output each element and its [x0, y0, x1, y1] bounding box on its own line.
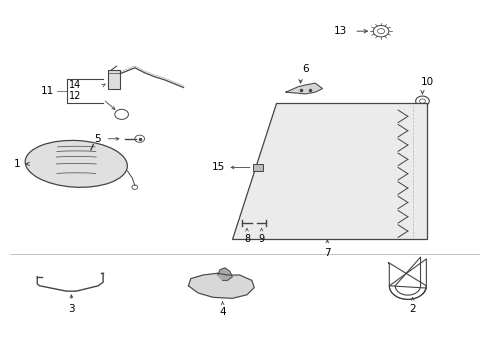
Text: 4: 4: [219, 307, 225, 317]
Text: 10: 10: [420, 77, 433, 87]
Text: 12: 12: [69, 91, 81, 101]
Text: 6: 6: [302, 64, 308, 74]
Polygon shape: [285, 83, 322, 94]
Text: 8: 8: [244, 234, 249, 244]
Bar: [252, 164, 262, 171]
Text: 15: 15: [211, 162, 224, 172]
Text: 7: 7: [324, 248, 330, 258]
Bar: [108, 70, 120, 90]
Polygon shape: [217, 268, 232, 280]
Text: 2: 2: [408, 304, 415, 314]
Text: 13: 13: [333, 26, 346, 36]
Ellipse shape: [25, 140, 127, 187]
Text: 14: 14: [69, 80, 81, 90]
Polygon shape: [232, 103, 427, 239]
Text: 1: 1: [14, 159, 20, 169]
Polygon shape: [188, 273, 254, 298]
Text: 9: 9: [258, 234, 264, 244]
Text: 3: 3: [68, 304, 75, 314]
Text: 11: 11: [41, 86, 54, 96]
Text: 5: 5: [94, 134, 101, 144]
